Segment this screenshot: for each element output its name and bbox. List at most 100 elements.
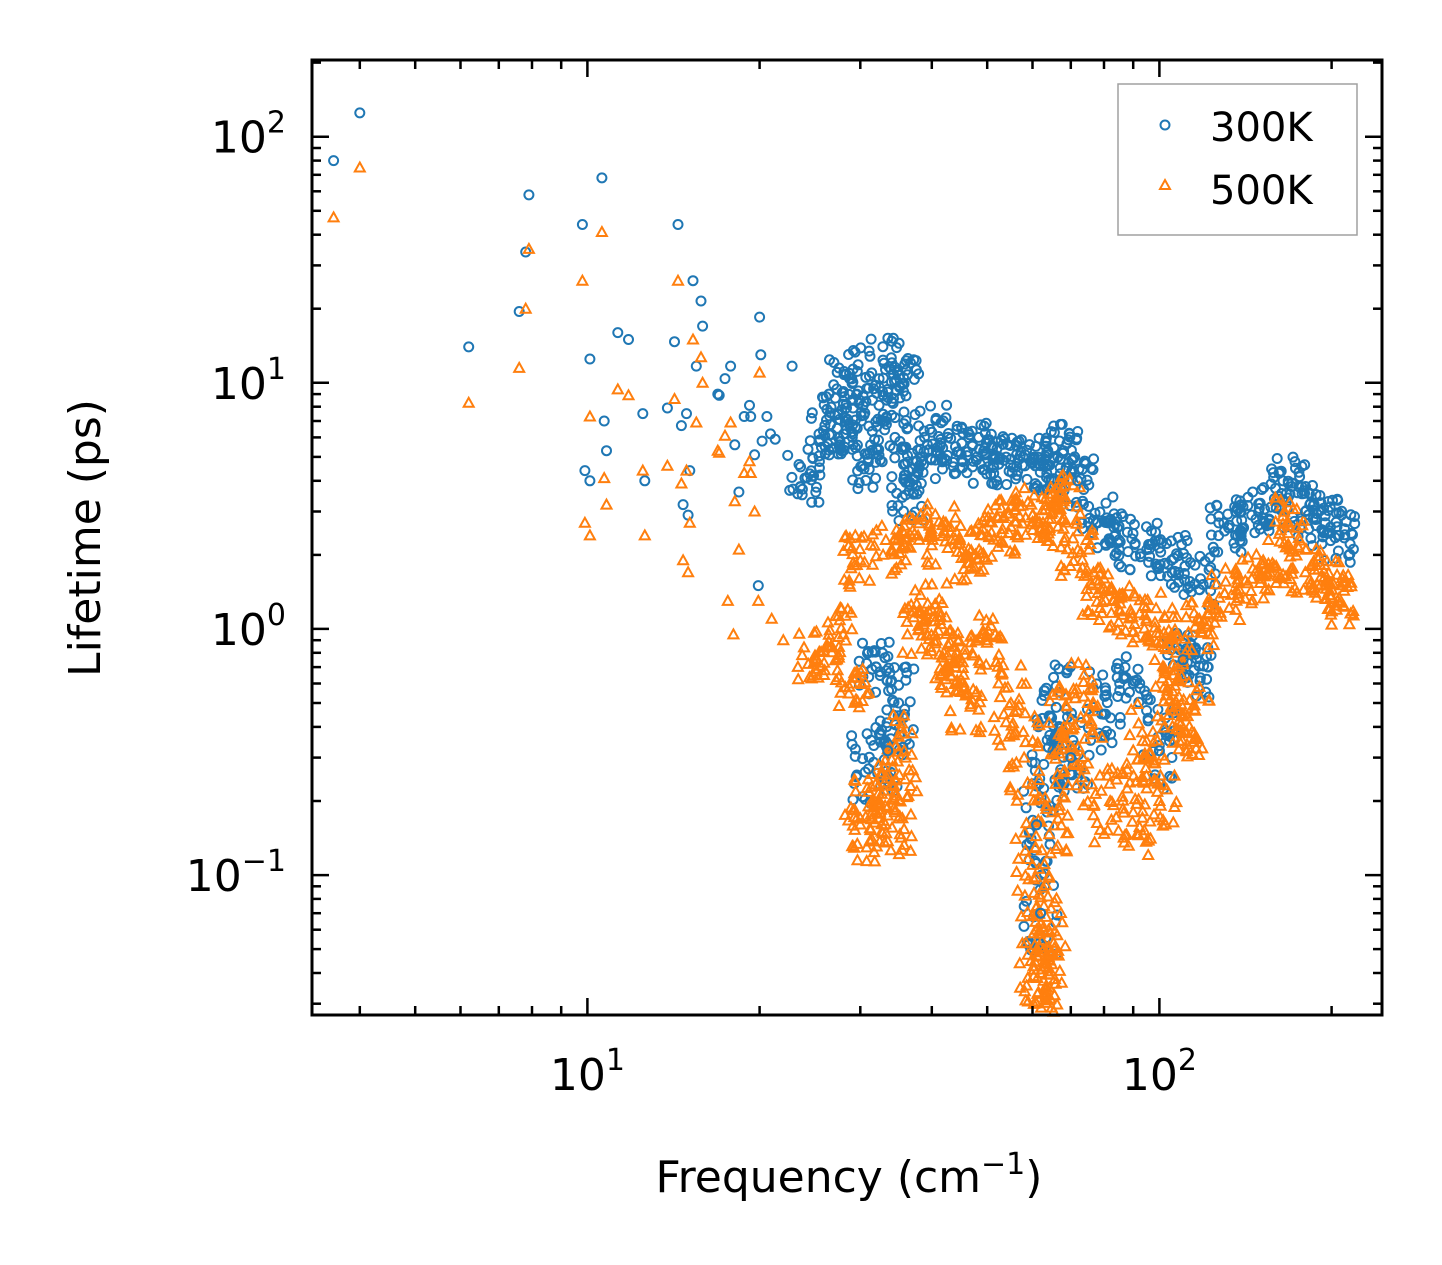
- cloud-point-500k: [939, 626, 954, 639]
- cloud-point-500k: [1157, 720, 1171, 733]
- cloud-point-500k: [1054, 568, 1068, 581]
- cloud-point-500k: [1085, 607, 1100, 620]
- cloud-point-300k: [1265, 478, 1277, 490]
- cloud-point-500k: [1117, 805, 1131, 818]
- cloud-point-500k: [1320, 554, 1334, 567]
- cloud-point-500k: [1276, 509, 1290, 522]
- cloud-point-500k: [881, 767, 895, 780]
- cloud-point-300k: [784, 484, 796, 496]
- cloud-point-500k: [1093, 567, 1107, 580]
- cloud-point-500k: [1196, 614, 1210, 627]
- cloud-point-500k: [1202, 591, 1216, 604]
- cloud-point-300k: [1051, 909, 1063, 921]
- cloud-point-300k: [1129, 539, 1141, 550]
- cloud-point-300k: [1095, 744, 1107, 756]
- cloud-point-300k: [981, 468, 993, 480]
- cloud-point-500k: [1016, 724, 1030, 737]
- cloud-point-500k: [1012, 698, 1026, 711]
- data-point-300k: [1092, 517, 1104, 529]
- cloud-point-300k: [945, 432, 957, 444]
- data-point-500k: [611, 382, 625, 395]
- cloud-point-500k: [853, 817, 867, 830]
- cloud-point-500k: [1052, 803, 1066, 816]
- cloud-point-500k: [1060, 844, 1074, 857]
- cloud-point-500k: [1180, 744, 1194, 757]
- cloud-point-300k: [1100, 689, 1112, 701]
- cloud-point-500k: [944, 532, 959, 545]
- cloud-point-500k: [809, 624, 824, 637]
- cloud-point-300k: [1060, 462, 1072, 474]
- cloud-point-300k: [1083, 500, 1095, 512]
- data-point-500k: [1140, 611, 1154, 624]
- cloud-point-300k: [1165, 578, 1177, 590]
- data-point-500k: [1298, 565, 1313, 578]
- data-point-500k: [1126, 805, 1140, 818]
- data-point-300k: [523, 189, 535, 201]
- cloud-point-500k: [1128, 589, 1142, 602]
- cloud-point-500k: [1140, 781, 1154, 794]
- cloud-point-300k: [819, 440, 831, 452]
- cloud-point-300k: [1339, 523, 1350, 535]
- cloud-point-500k: [1114, 627, 1128, 640]
- cloud-point-300k: [849, 346, 861, 358]
- cloud-point-300k: [852, 483, 864, 495]
- data-point-500k: [686, 332, 700, 345]
- cloud-point-500k: [1055, 975, 1069, 988]
- cloud-point-300k: [1126, 533, 1138, 545]
- cloud-point-300k: [879, 652, 891, 664]
- data-point-500k: [948, 660, 963, 673]
- cloud-point-500k: [905, 726, 919, 739]
- cloud-point-500k: [1299, 542, 1313, 555]
- cloud-point-500k: [955, 550, 969, 563]
- cloud-point-300k: [898, 406, 910, 418]
- cloud-point-500k: [1126, 768, 1141, 781]
- cloud-point-500k: [1010, 793, 1024, 806]
- cloud-point-500k: [895, 716, 909, 729]
- cloud-point-500k: [834, 685, 848, 698]
- cloud-point-500k: [1268, 490, 1283, 503]
- data-points: [326, 107, 1345, 999]
- cloud-point-300k: [795, 461, 807, 473]
- y-tick-label: 100: [211, 598, 286, 656]
- cloud-point-500k: [955, 573, 970, 586]
- cloud-point-300k: [860, 474, 872, 486]
- data-point-300k: [1246, 509, 1258, 521]
- data-point-300k: [849, 421, 861, 433]
- data-point-500k: [980, 633, 994, 646]
- cloud-point-300k: [813, 496, 825, 508]
- cloud-point-300k: [1315, 504, 1327, 516]
- cloud-point-300k: [1156, 537, 1167, 549]
- cloud-point-500k: [1341, 567, 1355, 580]
- cloud-point-500k: [1231, 572, 1245, 585]
- cloud-point-500k: [1209, 577, 1223, 590]
- cloud-point-300k: [1049, 659, 1061, 671]
- cloud-point-300k: [979, 442, 991, 454]
- cloud-point-500k: [1051, 811, 1065, 824]
- data-point-500k: [578, 515, 592, 528]
- data-point-300k: [1043, 460, 1054, 472]
- data-point-500k: [353, 160, 367, 173]
- cloud-point-500k: [1128, 630, 1143, 643]
- data-point-300k: [1319, 517, 1331, 529]
- cloud-point-500k: [1058, 698, 1073, 711]
- cloud-point-500k: [986, 611, 1000, 624]
- cloud-point-300k: [883, 662, 895, 674]
- cloud-point-500k: [1158, 664, 1172, 677]
- legend-marker-500k: [1158, 177, 1172, 190]
- cloud-point-500k: [1053, 963, 1067, 976]
- cloud-point-500k: [1036, 880, 1051, 893]
- cloud-point-300k: [957, 462, 969, 474]
- cloud-point-500k: [995, 526, 1009, 539]
- cloud-point-300k: [825, 419, 836, 431]
- data-point-300k: [834, 413, 846, 425]
- cloud-point-500k: [881, 834, 895, 847]
- cloud-point-500k: [999, 715, 1013, 728]
- cloud-point-500k: [992, 647, 1006, 660]
- cloud-point-500k: [862, 573, 877, 586]
- data-point-300k: [677, 499, 689, 511]
- data-point-300k: [584, 353, 596, 365]
- cloud-point-300k: [786, 471, 798, 483]
- cloud-point-500k: [887, 563, 901, 576]
- cloud-point-300k: [886, 471, 898, 483]
